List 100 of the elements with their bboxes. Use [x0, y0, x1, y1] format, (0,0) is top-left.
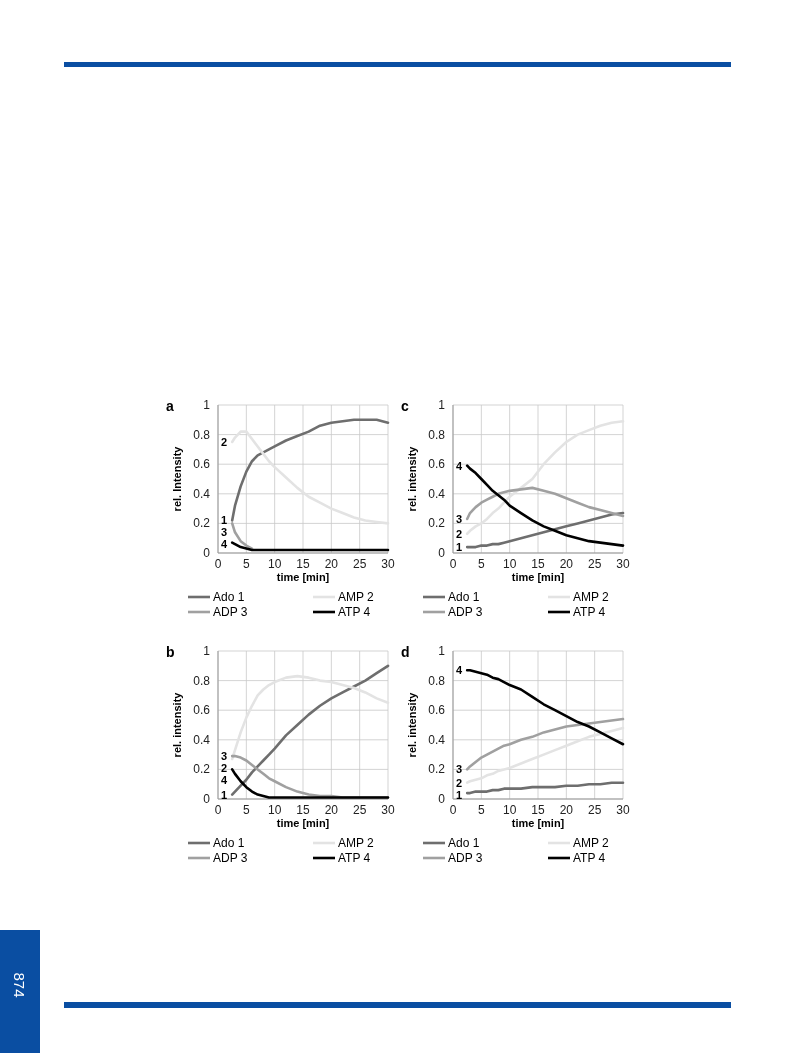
x-tick-label: 25	[587, 557, 602, 571]
legend-label: ADP 3	[448, 605, 483, 619]
x-tick-label: 0	[449, 557, 457, 571]
y-axis-title: rel. intensity	[406, 445, 418, 512]
annotation: 3	[456, 763, 463, 776]
x-axis-title: time [min]	[511, 571, 565, 583]
legend-label: AMP 2	[573, 590, 610, 604]
y-tick-label: 0.4	[428, 486, 446, 501]
x-tick-label: 10	[267, 557, 282, 571]
y-tick-label: 1	[438, 398, 446, 412]
x-tick-label: 20	[559, 557, 574, 571]
line-series	[465, 717, 625, 771]
y-tick-label: 0.6	[428, 703, 446, 718]
y-tick-label: 0	[203, 792, 211, 806]
line-series	[465, 464, 625, 547]
x-tick-label: 20	[324, 557, 339, 571]
legend-label: ATP 4	[338, 605, 371, 619]
y-tick-label: 0.8	[193, 673, 211, 688]
y-tick-label: 0.2	[428, 516, 446, 531]
y-tick-label: 0.6	[193, 703, 211, 718]
line-series	[465, 668, 625, 746]
x-tick-label: 0	[214, 557, 222, 571]
line-series	[465, 486, 625, 521]
y-tick-label: 1	[203, 398, 211, 412]
annotation: 2	[221, 436, 228, 448]
annotation: 3	[456, 512, 463, 525]
y-axis-title: rel. intensity	[406, 691, 418, 758]
y-tick-label: 0.4	[193, 486, 211, 501]
x-tick-label: 20	[324, 803, 339, 817]
x-tick-label: 30	[616, 803, 630, 817]
annotation: 2	[456, 527, 463, 540]
x-tick-label: 30	[381, 803, 395, 817]
x-tick-label: 15	[531, 557, 545, 571]
chart-title: a	[166, 398, 174, 414]
y-tick-label: 0	[438, 792, 446, 806]
x-axis-title: time [min]	[276, 817, 330, 829]
y-tick-label: 0	[438, 546, 446, 560]
line-series	[230, 674, 390, 761]
legend-label: ATP 4	[573, 605, 606, 619]
x-tick-label: 30	[381, 557, 395, 571]
x-tick-label: 10	[502, 803, 517, 817]
annotation: 1	[456, 788, 463, 801]
annotation: 1	[456, 541, 463, 554]
x-tick-label: 0	[449, 803, 457, 817]
chart-title: c	[401, 398, 409, 414]
line-series	[465, 419, 625, 536]
y-tick-label: 1	[203, 644, 211, 658]
page-number-tab: 874	[0, 930, 40, 1053]
y-axis-title: rel. intensity	[171, 691, 183, 758]
y-tick-label: 0	[203, 546, 211, 560]
legend-label: Ado 1	[213, 590, 245, 604]
x-tick-label: 5	[477, 557, 485, 571]
chart-title: d	[401, 644, 410, 660]
legend-label: AMP 2	[338, 836, 375, 850]
legend-label: ADP 3	[213, 605, 248, 619]
legend-label: ATP 4	[573, 851, 606, 865]
x-tick-label: 15	[296, 803, 310, 817]
y-tick-label: 0.8	[428, 673, 446, 688]
annotation: 3	[221, 750, 228, 763]
legend-label: Ado 1	[448, 590, 480, 604]
x-tick-label: 15	[296, 557, 310, 571]
line-series	[465, 511, 625, 549]
legend-label: ADP 3	[448, 851, 483, 865]
x-tick-label: 15	[531, 803, 545, 817]
y-tick-label: 0.2	[428, 762, 446, 777]
annotation: 4	[456, 459, 464, 472]
annotation: 4	[456, 664, 464, 677]
y-axis-title: rel. Intensity	[171, 445, 183, 512]
legend-label: Ado 1	[448, 836, 480, 850]
y-tick-label: 0.4	[428, 732, 446, 747]
x-tick-label: 5	[242, 557, 250, 571]
y-tick-label: 0.6	[193, 457, 211, 472]
y-tick-label: 0.8	[428, 427, 446, 442]
y-tick-label: 1	[438, 644, 446, 658]
annotation: 1	[221, 514, 228, 527]
x-tick-label: 20	[559, 803, 574, 817]
x-tick-label: 25	[352, 803, 367, 817]
x-axis-title: time [min]	[276, 571, 330, 583]
x-tick-label: 25	[352, 557, 367, 571]
y-tick-label: 0.2	[193, 762, 211, 777]
x-tick-label: 0	[214, 803, 222, 817]
legend-label: AMP 2	[573, 836, 610, 850]
legend-label: AMP 2	[338, 590, 375, 604]
x-tick-label: 10	[502, 557, 517, 571]
y-tick-label: 0.4	[193, 732, 211, 747]
line-series	[465, 781, 625, 795]
x-tick-label: 10	[267, 803, 282, 817]
annotation: 4	[221, 774, 229, 787]
line-series	[230, 664, 390, 796]
legend-label: ADP 3	[213, 851, 248, 865]
chart-title: b	[166, 644, 175, 660]
x-tick-label: 5	[477, 803, 485, 817]
x-tick-label: 5	[242, 803, 250, 817]
line-series	[230, 541, 390, 552]
legend-label: Ado 1	[213, 836, 245, 850]
line-series	[230, 768, 390, 799]
annotation: 2	[456, 776, 463, 789]
y-tick-label: 0.2	[193, 516, 211, 531]
y-tick-label: 0.6	[428, 457, 446, 472]
annotation: 1	[221, 788, 228, 801]
